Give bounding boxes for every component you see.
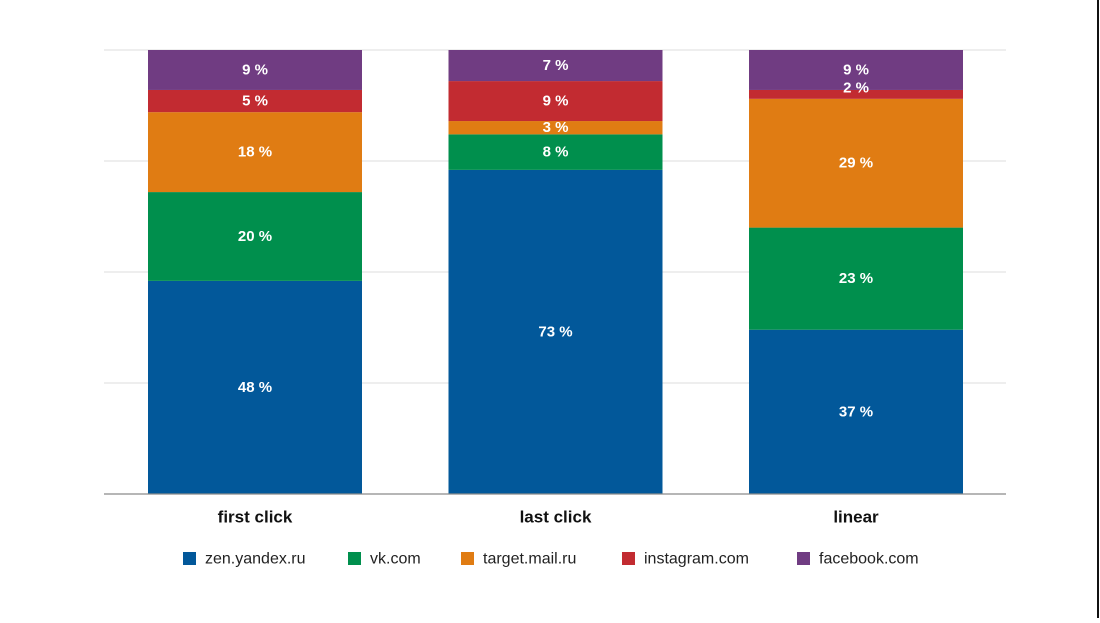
legend-swatch xyxy=(461,552,474,565)
legend-swatch xyxy=(622,552,635,565)
data-label: 3 % xyxy=(543,119,569,136)
data-label: 29 % xyxy=(839,155,873,172)
legend-label: facebook.com xyxy=(819,551,919,568)
legend-label: instagram.com xyxy=(644,551,749,568)
legend-swatch xyxy=(348,552,361,565)
data-label: 18 % xyxy=(238,144,272,161)
segment-labels: 48 % 20 % 18 % 5 % 9 % 73 % 8 % 3 % 9 % 7 % 37 % 23… xyxy=(238,57,873,420)
data-label: 48 % xyxy=(238,379,272,396)
legend-label: zen.yandex.ru xyxy=(205,551,306,568)
category-labels: first click last click linear xyxy=(218,508,879,527)
bar-segment xyxy=(148,280,362,494)
data-label: 8 % xyxy=(543,144,569,161)
bar-segment xyxy=(148,50,362,90)
x-tick-label: last click xyxy=(520,508,592,527)
legend-swatch xyxy=(797,552,810,565)
legend-swatch xyxy=(183,552,196,565)
data-label: 5 % xyxy=(242,93,268,110)
bar-segment xyxy=(448,121,663,135)
data-label: 7 % xyxy=(543,57,569,74)
bar-segment xyxy=(148,192,362,281)
data-label: 20 % xyxy=(238,228,272,245)
data-label: 9 % xyxy=(242,61,268,78)
legend-label: target.mail.ru xyxy=(483,551,576,568)
data-label: 37 % xyxy=(839,403,873,420)
data-label: 73 % xyxy=(538,323,572,340)
legend-item: target.mail.ru xyxy=(461,551,576,568)
bars xyxy=(148,50,963,494)
legend-item: vk.com xyxy=(348,551,421,568)
bar-segment xyxy=(148,89,362,113)
bar-segment xyxy=(749,50,963,90)
legend-item: instagram.com xyxy=(622,551,749,568)
bar-segment xyxy=(749,329,963,494)
bar-segment xyxy=(749,227,963,330)
legend-item: facebook.com xyxy=(797,551,919,568)
data-label: 2 % xyxy=(843,79,869,96)
legend: zen.yandex.ru vk.com target.mail.ru instagr… xyxy=(183,551,919,568)
right-edge-rule xyxy=(1097,0,1099,618)
data-label: 23 % xyxy=(839,270,873,287)
x-tick-label: linear xyxy=(833,508,879,527)
bar-segment xyxy=(448,169,663,494)
bar-segment xyxy=(148,112,362,193)
bar-segment xyxy=(448,134,663,170)
data-label: 9 % xyxy=(843,61,869,78)
data-label: 9 % xyxy=(543,93,569,110)
x-tick-label: first click xyxy=(218,508,293,527)
bar-segment xyxy=(448,81,663,122)
legend-item: zen.yandex.ru xyxy=(183,551,306,568)
legend-label: vk.com xyxy=(370,551,421,568)
bar-segment xyxy=(448,50,663,82)
bar-segment xyxy=(749,98,963,228)
bar-segment xyxy=(749,89,963,99)
